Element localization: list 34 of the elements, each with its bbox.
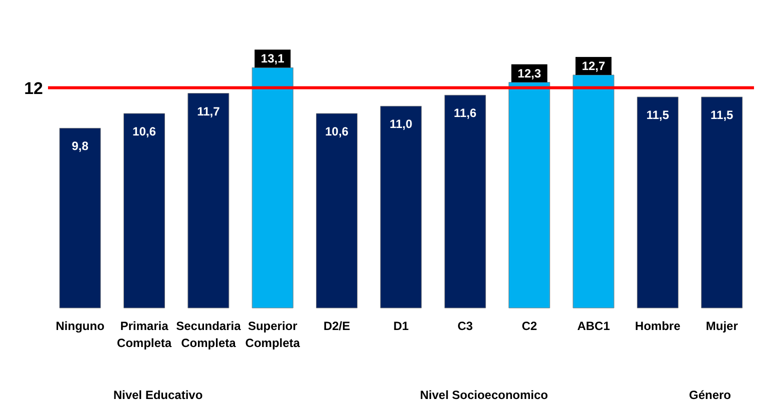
bar [444, 94, 486, 308]
bar [59, 128, 101, 308]
data-label: 11,7 [197, 104, 220, 118]
data-label: 11,5 [646, 108, 670, 122]
data-label: 12,3 [518, 66, 542, 80]
x-tick-label: Secundaria Completa [176, 319, 242, 350]
data-label: 12,7 [582, 58, 606, 73]
bar [701, 96, 743, 308]
data-label: 10,6 [132, 124, 156, 138]
bar [380, 106, 422, 308]
bar [636, 96, 678, 308]
x-tick-label: C3 [458, 319, 474, 333]
data-label: 13,1 [260, 52, 285, 66]
x-tick-label: Hombre [635, 319, 681, 333]
data-label: 10,6 [325, 124, 349, 138]
x-tick-label: Superior Completa [245, 319, 300, 350]
bar [123, 113, 165, 308]
bar [188, 93, 230, 308]
data-label: 11,6 [454, 106, 477, 120]
bar [316, 113, 358, 308]
x-tick-label: D1 [393, 319, 409, 333]
x-tick-label: ABC1 [577, 319, 610, 333]
x-tick-label: Ninguno [56, 319, 104, 333]
x-tick-label: D2/E [323, 319, 350, 333]
x-tick-label: Mujer [706, 319, 738, 333]
ref-line-label: 12 [24, 78, 43, 98]
text: Nivel Socioeconomico [418, 388, 550, 402]
x-tick-label: C2 [522, 319, 538, 333]
data-label: 9,8 [72, 139, 89, 154]
text: Género [688, 388, 732, 402]
data-label: 11,5 [710, 108, 734, 122]
data-label: 11,0 [390, 117, 413, 132]
x-tick-label: Primaria Completa [116, 319, 172, 350]
text: Nivel Educativo [112, 388, 204, 402]
